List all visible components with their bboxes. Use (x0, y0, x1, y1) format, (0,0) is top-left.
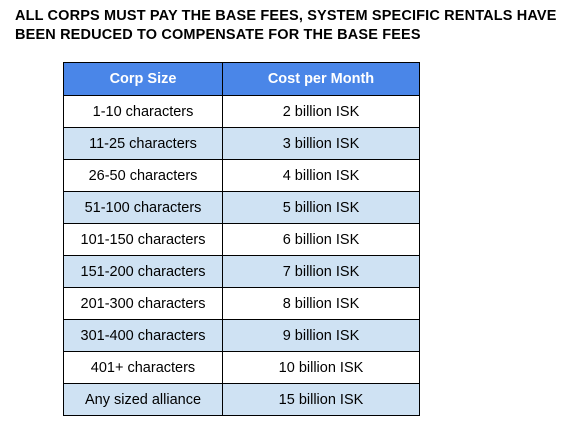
cost-cell: 10 billion ISK (222, 351, 420, 384)
corp-size-cell: 301-400 characters (63, 319, 223, 352)
cost-cell: 8 billion ISK (222, 287, 420, 320)
corp-size-cell: 101-150 characters (63, 223, 223, 256)
cost-cell: 4 billion ISK (222, 159, 420, 192)
cost-cell: 9 billion ISK (222, 319, 420, 352)
corp-size-cell: 51-100 characters (63, 191, 223, 224)
corp-size-cell: 201-300 characters (63, 287, 223, 320)
table-row: 26-50 characters 4 billion ISK (63, 159, 420, 192)
column-header-cost-per-month: Cost per Month (222, 62, 420, 96)
cost-cell: 15 billion ISK (222, 383, 420, 416)
cost-cell: 7 billion ISK (222, 255, 420, 288)
table-row: 11-25 characters 3 billion ISK (63, 127, 420, 160)
fee-notice-line-1: ALL CORPS MUST PAY THE BASE FEES, SYSTEM… (15, 8, 557, 24)
table-body: 1-10 characters 2 billion ISK 11-25 char… (63, 95, 420, 416)
corp-size-cell: Any sized alliance (63, 383, 223, 416)
column-header-corp-size: Corp Size (63, 62, 223, 96)
table-row: 151-200 characters 7 billion ISK (63, 255, 420, 288)
table-row: 201-300 characters 8 billion ISK (63, 287, 420, 320)
table-row: 1-10 characters 2 billion ISK (63, 95, 420, 128)
corp-size-cell: 11-25 characters (63, 127, 223, 160)
corp-size-cell: 401+ characters (63, 351, 223, 384)
header-row: Corp Size Cost per Month (63, 62, 420, 96)
fees-table: Corp Size Cost per Month 1-10 characters… (63, 62, 420, 416)
table-row: Any sized alliance 15 billion ISK (63, 383, 420, 416)
table-row: 101-150 characters 6 billion ISK (63, 223, 420, 256)
cost-cell: 5 billion ISK (222, 191, 420, 224)
table-row: 51-100 characters 5 billion ISK (63, 191, 420, 224)
corp-size-cell: 151-200 characters (63, 255, 223, 288)
cost-cell: 3 billion ISK (222, 127, 420, 160)
corp-size-cell: 26-50 characters (63, 159, 223, 192)
corp-size-cell: 1-10 characters (63, 95, 223, 128)
table-header: Corp Size Cost per Month (63, 62, 420, 96)
cost-cell: 2 billion ISK (222, 95, 420, 128)
cost-cell: 6 billion ISK (222, 223, 420, 256)
fee-notice: ALL CORPS MUST PAY THE BASE FEES, SYSTEM… (15, 7, 577, 45)
table-row: 301-400 characters 9 billion ISK (63, 319, 420, 352)
fee-notice-line-2: BEEN REDUCED TO COMPENSATE FOR THE BASE … (15, 27, 421, 43)
table-row: 401+ characters 10 billion ISK (63, 351, 420, 384)
